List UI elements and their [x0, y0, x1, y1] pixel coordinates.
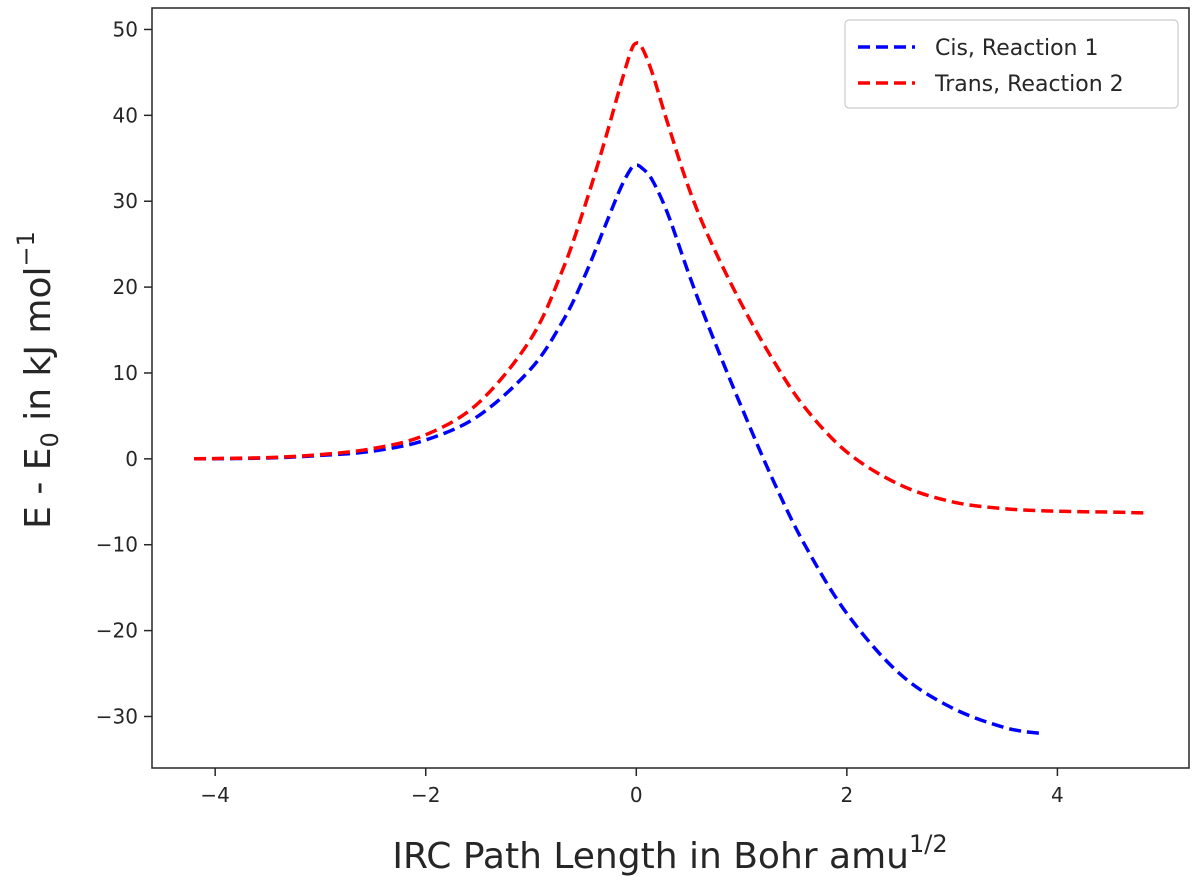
plot-area: [151, 7, 1190, 769]
y-tick-label: 10: [113, 361, 138, 385]
y-tick-label: 50: [113, 17, 138, 41]
y-tick-label: 30: [113, 189, 138, 213]
y-axis-label: E - E0 in kJ mol−1: [12, 231, 64, 529]
x-axis-label: IRC Path Length in Bohr amu1/2: [392, 830, 947, 877]
y-tick-label: 40: [113, 103, 138, 127]
y-axis-ticks: −30 −20 −10 0 10 20 30 40 50: [96, 17, 152, 728]
y-tick-label: −20: [96, 619, 138, 643]
x-tick-label: 2: [840, 783, 853, 807]
series-line-cis: [194, 163, 1042, 736]
y-tick-label: −10: [96, 533, 138, 557]
series-layer: [194, 40, 1147, 736]
x-tick-label: 0: [630, 783, 643, 807]
series-line-trans: [194, 40, 1147, 515]
legend-box: [844, 19, 1179, 109]
x-tick-label: 4: [1051, 783, 1064, 807]
legend-label-trans: Trans, Reaction 2: [934, 72, 1124, 97]
x-axis-ticks: −4 −2 0 2 4: [200, 768, 1064, 807]
legend: Cis, Reaction 1 Trans, Reaction 2: [844, 19, 1179, 109]
y-tick-label: −30: [96, 704, 138, 728]
y-tick-label: 0: [125, 447, 138, 471]
x-tick-label: −2: [411, 783, 440, 807]
legend-label-cis: Cis, Reaction 1: [935, 36, 1098, 61]
x-tick-label: −4: [200, 783, 229, 807]
y-tick-label: 20: [113, 275, 138, 299]
